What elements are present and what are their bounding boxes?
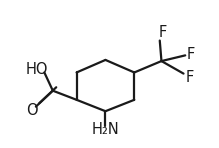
Text: F: F bbox=[158, 25, 166, 40]
Text: HO: HO bbox=[25, 62, 48, 77]
Text: F: F bbox=[187, 47, 195, 62]
Text: H₂N: H₂N bbox=[92, 122, 119, 137]
Text: O: O bbox=[26, 103, 37, 118]
Text: F: F bbox=[185, 70, 194, 85]
